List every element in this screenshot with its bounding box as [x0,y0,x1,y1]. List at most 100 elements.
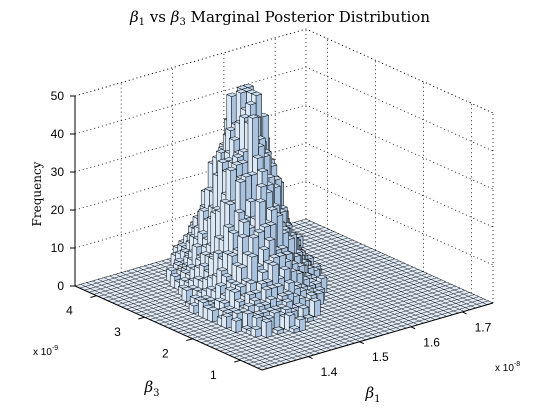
bar-top [255,280,268,285]
bar-top [223,223,235,228]
x-tick-label: 1.6 [423,335,440,349]
histogram-bar [250,325,263,338]
bar-top [191,243,204,248]
histogram-bar [207,306,220,323]
histogram-bar [309,297,322,318]
chart-title: β1 vs β3 Marginal Posterior Distribution [129,8,430,28]
bar-top [243,302,256,307]
bar-top [250,325,263,330]
bar-top [247,114,260,119]
bar-top [224,200,237,206]
x-tick [307,356,313,359]
x-axis-line [261,302,494,371]
bar-top [198,207,211,212]
z-tick-label: 0 [57,279,64,293]
bar-top [225,166,238,172]
bar-face [273,311,281,329]
bar-top [288,325,301,330]
z-axis-label: Frequency [30,161,44,226]
bar-top [242,310,254,315]
y-tick [90,295,97,298]
y-tick [186,338,193,342]
histogram-bar [230,317,243,333]
bar-top [302,314,315,319]
bar-face [299,318,306,332]
bar-top [246,253,259,258]
z-tick-label: 40 [51,127,65,141]
bar-top [253,302,266,308]
bar-top [297,304,310,309]
bar-top [207,306,220,312]
bar-top [231,309,244,314]
bar-top [232,153,245,158]
z-tick-label: 20 [51,203,65,217]
bar-top [169,272,182,278]
bar-top [198,262,211,267]
z-tick-label: 10 [51,241,65,255]
bar-top [294,316,307,321]
bar-face [198,300,204,319]
bar-top [255,183,268,188]
y-tick-label: 2 [162,346,169,360]
z-gridline [74,28,494,114]
bar-top [263,236,276,242]
bar-top [234,283,247,288]
bar-top [227,229,240,234]
x-tick-label: 1.5 [372,350,389,364]
bar-top [257,246,270,251]
bar-face [284,313,290,332]
histogram-bar [221,313,234,329]
bar-top [220,273,233,278]
bar-top [226,252,239,257]
bar-top [305,291,318,296]
bar-top [259,223,272,228]
bar-top [272,326,285,331]
bar-top [260,318,273,323]
bar-face [261,320,267,339]
histogram-bar [181,286,194,303]
bar-top [229,288,242,293]
y-tick [138,316,145,320]
bar-top [222,309,235,314]
bar-top [238,218,251,223]
bar-top [226,92,239,97]
bar-top [221,313,234,318]
bar-top [315,274,328,280]
bar-top [276,292,289,297]
bar-top [309,297,322,302]
y-tick-label: 3 [114,325,121,339]
histogram-bar [294,316,307,332]
bar-top [245,279,258,285]
bar-top [256,268,269,274]
bar-top [268,309,281,314]
bar-top [265,295,278,301]
y-axis-line [74,285,263,371]
bar-top [237,233,250,239]
bar-top [218,299,231,304]
floor-line [305,218,494,304]
x-tick-label: 1.4 [321,365,338,379]
floor-line [282,225,470,310]
bar-top [244,100,257,106]
bar-top [215,282,228,287]
bar-face [235,319,242,333]
z-tick-label: 30 [51,165,65,179]
bar-top [165,266,178,272]
histogram-bars [165,83,328,339]
bar-top [260,286,273,291]
x-axis-multiplier: x 10-8 [495,361,520,374]
bar-top [233,298,246,303]
bar-top [280,305,293,311]
histogram-bar [260,318,273,339]
bar-top [237,148,250,153]
y-tick-label: 4 [66,303,73,317]
z-gridline [74,180,494,266]
bar-top [256,168,269,173]
histogram-bar [272,326,285,335]
bar-top [265,206,278,211]
y-axis-multiplier: x 10-9 [33,345,58,358]
top-edge-line [74,28,494,114]
bar-top [268,254,281,259]
floor-line [277,227,465,312]
